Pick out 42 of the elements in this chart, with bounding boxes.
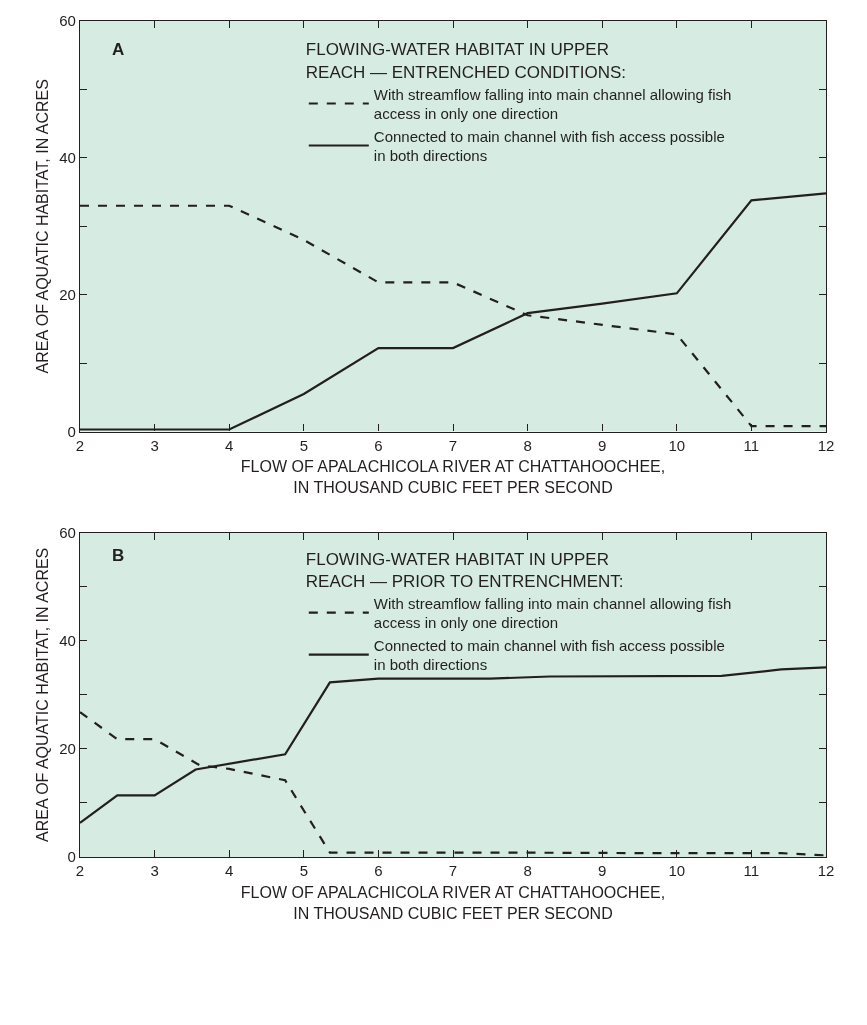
x-tick-label: 10 xyxy=(668,436,686,454)
x-tick-label: 8 xyxy=(523,436,532,454)
legend-title: FLOWING-WATER HABITAT IN UPPER REACH — ENTRENCHED CONDITIONS: xyxy=(305,40,626,82)
legend-label: Connected to main channel with fish access possible in both directions xyxy=(373,636,725,674)
x-tick-label: 5 xyxy=(299,436,308,454)
y-tick-label: 0 xyxy=(67,848,76,866)
x-tick-label: 6 xyxy=(374,436,383,454)
legend-label: With streamflow falling into main channel allowing fish access in only one direction xyxy=(373,85,732,123)
x-axis-title: FLOW OF APALACHICOLA RIVER AT CHATTAHOOCHEE, IN THOUSAND CUBIC FEET PER SECOND xyxy=(240,458,666,497)
y-tick-label: 40 xyxy=(59,149,76,167)
annotation: A xyxy=(112,40,125,59)
x-tick-label: 12 xyxy=(817,862,835,880)
x-tick-label: 3 xyxy=(150,862,159,880)
x-tick-label: 11 xyxy=(743,862,760,880)
y-tick-label: 20 xyxy=(59,285,76,303)
x-tick-label: 4 xyxy=(225,862,234,880)
y-tick-label: 60 xyxy=(59,523,76,541)
x-tick-label: 9 xyxy=(598,862,607,880)
legend-title: FLOWING-WATER HABITAT IN UPPER REACH — PRIOR TO ENTRENCHMENT: xyxy=(305,549,624,591)
y-tick-label: 40 xyxy=(59,632,76,650)
y-axis-title: AREA OF AQUATIC HABITAT, IN ACRES xyxy=(34,547,52,842)
y-tick-label: 60 xyxy=(59,12,76,30)
x-tick-label: 2 xyxy=(75,436,85,454)
x-tick-label: 2 xyxy=(75,862,85,880)
x-tick-label: 4 xyxy=(225,436,234,454)
x-tick-label: 10 xyxy=(668,862,686,880)
x-tick-label: 6 xyxy=(374,862,383,880)
x-tick-label: 9 xyxy=(598,436,607,454)
x-tick-label: 8 xyxy=(523,862,532,880)
legend-label: With streamflow falling into main channel allowing fish access in only one direction xyxy=(373,594,732,632)
x-tick-label: 7 xyxy=(448,436,458,454)
annotation: B xyxy=(112,546,125,565)
x-tick-label: 5 xyxy=(299,862,308,880)
x-axis-title: FLOW OF APALACHICOLA RIVER AT CHATTAHOOCHEE, IN THOUSAND CUBIC FEET PER SECOND xyxy=(240,883,666,922)
y-tick-label: 0 xyxy=(67,422,76,440)
x-tick-label: 11 xyxy=(743,436,760,454)
x-tick-label: 7 xyxy=(448,862,458,880)
y-axis-title: AREA OF AQUATIC HABITAT, IN ACRES xyxy=(34,79,52,374)
x-tick-label: 3 xyxy=(150,436,159,454)
y-tick-label: 20 xyxy=(59,740,76,758)
legend-label: Connected to main channel with fish access possible in both directions xyxy=(373,127,725,165)
x-tick-label: 12 xyxy=(817,436,835,454)
